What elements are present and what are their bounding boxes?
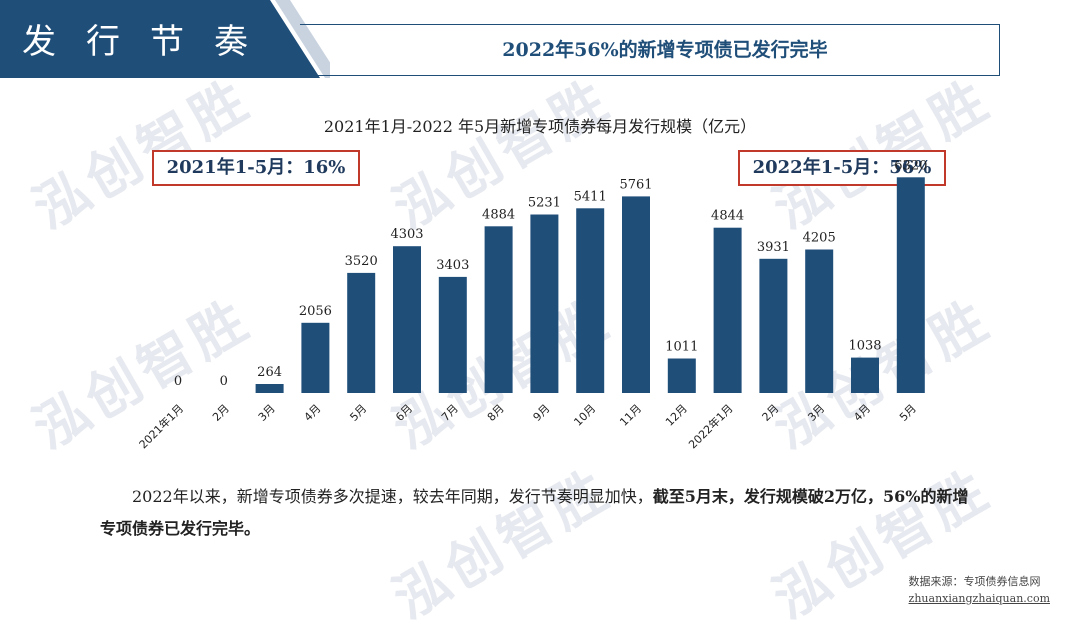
bar — [530, 214, 559, 393]
x-tick-label: 5月 — [897, 402, 919, 424]
data-label: 6320 — [894, 158, 927, 173]
x-tick-label: 8月 — [485, 402, 507, 424]
bar — [896, 177, 925, 393]
bar — [301, 322, 330, 393]
x-tick-label: 9月 — [531, 402, 553, 424]
x-tick-label: 2月 — [760, 402, 782, 424]
x-tick-label: 11月 — [617, 402, 644, 429]
data-label: 4844 — [711, 209, 744, 224]
bar — [667, 358, 696, 393]
data-label: 3931 — [757, 240, 790, 255]
data-label: 5231 — [528, 196, 561, 211]
bar — [713, 227, 742, 393]
bar — [393, 246, 421, 393]
summary-normal: 2022年以来，新增专项债券多次提速，较去年同期，发行节奏明显加快， — [132, 487, 653, 506]
bar — [438, 276, 467, 393]
data-label: 5411 — [574, 189, 607, 204]
section-title: 发行节奏 — [22, 22, 278, 62]
x-tick-label: 10月 — [571, 402, 598, 429]
bar — [347, 272, 376, 393]
summary-text: 2022年以来，新增专项债券多次提速，较去年同期，发行节奏明显加快，截至5月末，… — [100, 481, 980, 545]
bar — [805, 249, 834, 393]
header-band — [0, 0, 320, 78]
bar — [851, 357, 879, 393]
data-label: 1011 — [665, 340, 698, 355]
summary-bold: 截至5月末，发行规模破2万亿，56%的新增专项债券已发行完毕。 — [100, 487, 969, 538]
bar — [255, 384, 284, 393]
data-label: 264 — [257, 365, 282, 380]
data-label: 3403 — [436, 258, 469, 273]
callout-2022: 2022年1-5月：56% — [738, 150, 946, 186]
bar — [622, 196, 650, 393]
bar-chart: 0 2021年1月 0 2月 264 3月 2056 4月 3520 5月 4303 6月 3403 7月… — [136, 158, 927, 451]
data-label: 4205 — [803, 231, 836, 246]
x-tick-label: 6月 — [393, 402, 415, 424]
bar — [576, 208, 605, 393]
data-label: 5761 — [619, 177, 652, 192]
x-tick-label: 2022年1月 — [686, 401, 736, 451]
bar — [759, 258, 788, 393]
x-tick-label: 7月 — [439, 402, 461, 424]
data-label: 0 — [174, 374, 182, 389]
x-tick-label: 2021年1月 — [136, 401, 186, 451]
x-tick-label: 2月 — [210, 402, 232, 424]
bar — [484, 226, 513, 393]
header-frame — [300, 24, 1000, 76]
callout-2021: 2021年1-5月：16% — [152, 150, 360, 186]
data-label: 3520 — [345, 254, 378, 269]
x-tick-label: 4月 — [851, 402, 873, 424]
chart-title: 2021年1月-2022 年5月新增专项债券每月发行规模（亿元） — [323, 117, 757, 136]
x-tick-label: 3月 — [805, 402, 827, 424]
data-label: 1038 — [848, 339, 881, 354]
source-label: 数据来源：专项债券信息网 — [908, 575, 1041, 588]
x-tick-label: 3月 — [256, 402, 278, 424]
data-label: 4303 — [390, 227, 423, 242]
page-subtitle: 2022年56%的新增专项债已发行完毕 — [502, 39, 828, 61]
x-tick-label: 5月 — [347, 402, 369, 424]
data-label: 4884 — [482, 207, 515, 222]
source-url[interactable]: zhuanxiangzhaiquan.com — [908, 592, 1050, 605]
data-label: 0 — [220, 374, 228, 389]
x-tick-label: 4月 — [302, 402, 324, 424]
data-label: 2056 — [299, 304, 332, 319]
data-source: 数据来源：专项债券信息网 zhuanxiangzhaiquan.com — [909, 573, 1050, 607]
x-tick-label: 12月 — [663, 402, 690, 429]
